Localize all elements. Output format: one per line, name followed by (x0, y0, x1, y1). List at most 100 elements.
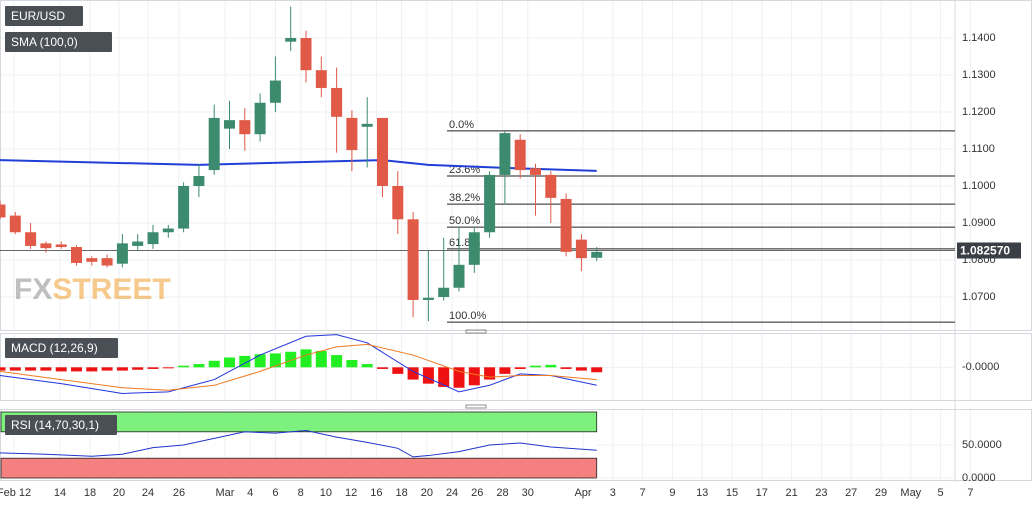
macd-bar (178, 365, 190, 368)
x-tick-label: 3 (610, 487, 616, 499)
candle-body (560, 198, 572, 252)
x-tick-label: May (900, 487, 921, 499)
macd-bar (147, 367, 159, 369)
legend-label: SMA (100,0) (11, 35, 78, 49)
panel-grip (465, 404, 487, 409)
watermark-suffix: STREET (52, 273, 170, 306)
candle-body (40, 243, 52, 249)
macd-bar (530, 365, 541, 368)
candle-body (86, 258, 98, 262)
candle-body (484, 174, 496, 233)
x-tick-label: 24 (142, 487, 154, 499)
macd-bar (254, 354, 266, 368)
x-tick-label: 24 (446, 487, 458, 499)
candle-body (331, 87, 343, 117)
x-tick-label: 4 (247, 487, 253, 499)
candle-body (101, 258, 113, 266)
macd-bar (0, 367, 6, 371)
candle-body (25, 232, 37, 246)
y-tick-label: 1.1300 (962, 69, 996, 81)
candle-body (514, 139, 526, 171)
x-tick-label: 16 (370, 487, 382, 499)
y-tick-label: -0.0000 (962, 361, 999, 373)
candle-body (377, 117, 388, 186)
candle-body (545, 174, 557, 198)
fib-label: 38.2% (449, 192, 480, 204)
macd-bar (116, 367, 128, 371)
macd-bar (101, 367, 113, 371)
last-price-label: 1.082570 (960, 244, 1010, 258)
candle-body (315, 70, 327, 88)
x-tick-label: 8 (298, 487, 304, 499)
fib-label: 50.0% (449, 215, 480, 227)
y-tick-label: 1.1400 (962, 32, 996, 44)
x-tick-label: 15 (726, 487, 738, 499)
candle-body (361, 123, 373, 127)
x-tick-label: 6 (272, 487, 278, 499)
x-tick-label: 17 (756, 487, 768, 499)
macd-bar (285, 351, 297, 368)
candle-body (254, 102, 266, 135)
x-tick-label: 27 (845, 487, 857, 499)
candle-body (453, 264, 465, 288)
macd-bar (315, 350, 327, 368)
candle-body (0, 204, 6, 218)
macd-bar (40, 367, 52, 371)
macd-bar (422, 367, 434, 384)
macd-bar (25, 367, 37, 371)
macd-bar (71, 367, 82, 372)
candle-body (9, 215, 21, 233)
x-tick-label: 23 (815, 487, 827, 499)
legend-tag (5, 338, 118, 358)
candle-body (591, 251, 603, 258)
y-tick-label: 1.1200 (962, 106, 996, 118)
candle-body (55, 244, 67, 248)
y-tick-label: 1.1100 (962, 143, 995, 155)
candle-body (300, 38, 312, 71)
macd-bar (484, 367, 496, 380)
y-tick-label: 50.0000 (962, 439, 1002, 451)
macd-line (0, 343, 597, 391)
macd-bar (407, 367, 419, 380)
macd-bar (392, 367, 404, 374)
x-tick-label: 26 (173, 487, 185, 499)
x-tick-label: 9 (669, 487, 675, 499)
candle-body (392, 186, 404, 220)
macd-bar (377, 367, 388, 369)
macd-bar (86, 367, 98, 372)
x-tick-label: 10 (320, 487, 332, 499)
x-tick-label: 28 (496, 487, 508, 499)
macd-bar (9, 367, 21, 371)
candle-body (575, 239, 587, 259)
candle-body (239, 120, 251, 135)
fib-label: 100.0% (449, 310, 487, 322)
x-tick-label: 21 (785, 487, 797, 499)
oversold-zone (0, 457, 598, 479)
macd-bar (55, 367, 67, 372)
candle-body (530, 168, 541, 175)
x-tick-label: 12 (345, 487, 357, 499)
watermark: FXSTREET (14, 273, 171, 306)
macd-bar (300, 349, 312, 368)
y-tick-label: 1.0900 (962, 217, 996, 229)
macd-bar (545, 364, 557, 368)
y-tick-label: 0.0000 (962, 472, 996, 484)
candle-body (193, 176, 205, 186)
macd-bar (132, 367, 144, 370)
x-tick-label: 5 (938, 487, 944, 499)
legend-label: RSI (14,70,30,1) (11, 418, 99, 432)
candle-body (162, 228, 174, 233)
macd-bar (514, 367, 526, 369)
panel-grip (465, 329, 487, 334)
fib-label: 0.0% (449, 119, 474, 131)
candle-body (147, 232, 159, 245)
candle-body (178, 186, 190, 229)
x-tick-label: 7 (640, 487, 646, 499)
x-tick-label: 13 (696, 487, 708, 499)
macd-bar (331, 355, 343, 368)
candle-body (407, 219, 419, 300)
last-price-box (957, 242, 1021, 259)
macd-bar (361, 364, 373, 368)
x-tick-label: Feb 12 (0, 487, 31, 499)
candle-body (438, 287, 450, 297)
